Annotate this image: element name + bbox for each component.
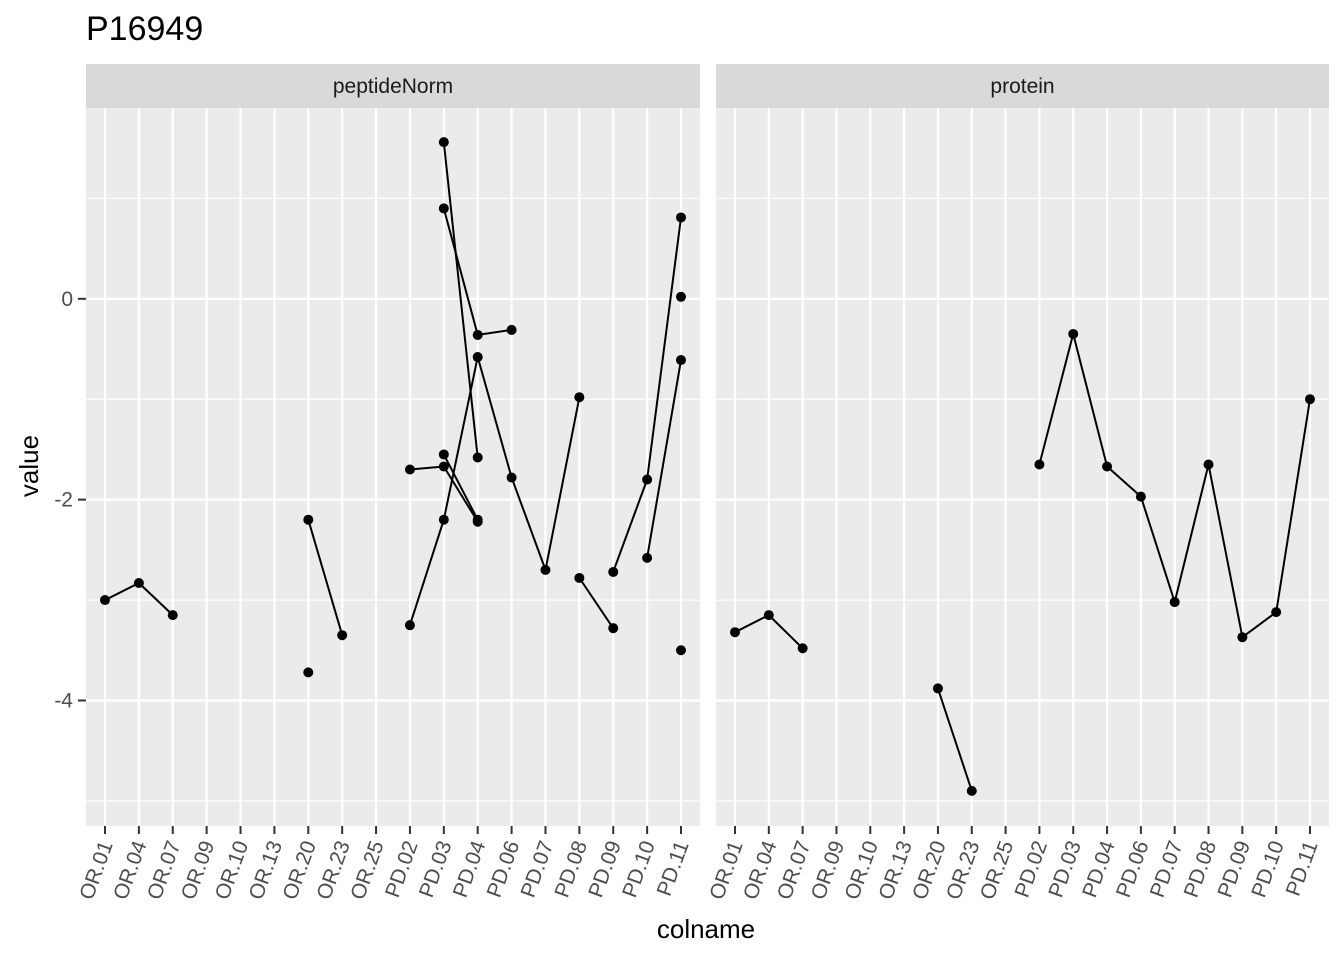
series-line (646, 359, 682, 559)
data-point (438, 203, 449, 214)
data-point (472, 514, 483, 525)
data-point (540, 564, 551, 575)
series-line (442, 453, 479, 521)
facet-strip-label: protein (990, 75, 1054, 98)
data-point (472, 352, 483, 363)
panel-background (716, 108, 1329, 826)
facet-panels: peptideNorm protein (86, 64, 1329, 826)
data-point (1135, 491, 1146, 502)
data-point (438, 461, 449, 472)
data-point (608, 566, 619, 577)
data-point (676, 355, 686, 366)
data-point (506, 324, 517, 335)
data-point (932, 683, 943, 694)
data-point (574, 572, 585, 583)
data-point (438, 137, 449, 148)
y-tick-label: -4 (54, 689, 73, 712)
data-point (1271, 607, 1282, 618)
y-tick-label: -2 (54, 489, 73, 512)
data-point (1102, 461, 1113, 472)
data-point (303, 514, 314, 525)
series-line (307, 519, 344, 636)
data-point (1034, 459, 1045, 470)
y-tick-label: 0 (61, 288, 73, 311)
data-point (676, 645, 686, 656)
data-point (676, 212, 686, 223)
data-point (1203, 459, 1214, 470)
data-point (404, 464, 415, 475)
chart-title: P16949 (86, 10, 203, 48)
facet-strip (716, 64, 1329, 108)
data-point (472, 329, 483, 340)
panel-background (86, 108, 700, 826)
data-point (133, 577, 144, 588)
data-point (676, 291, 686, 302)
data-point (337, 630, 348, 641)
data-point (1068, 328, 1079, 339)
data-point (100, 595, 110, 606)
series-line (442, 141, 479, 458)
data-point (167, 610, 178, 621)
data-point (472, 452, 483, 463)
x-axes: OR.01OR.04OR.07OR.09OR.10OR.13OR.20OR.23… (75, 826, 1323, 903)
data-point (1237, 632, 1248, 643)
series-line (408, 356, 581, 626)
data-point (642, 552, 653, 563)
data-point (404, 620, 415, 631)
data-point (574, 392, 585, 403)
panel-protein: protein (716, 64, 1329, 826)
data-point (438, 449, 449, 460)
data-point (642, 474, 653, 485)
data-point (303, 667, 314, 678)
data-point (797, 643, 808, 654)
data-point (506, 472, 517, 483)
data-point (1169, 597, 1180, 608)
data-point (438, 514, 449, 525)
data-point (730, 627, 740, 638)
x-axis-title: colname (657, 914, 755, 944)
data-point (608, 623, 619, 634)
y-axis-title: value (14, 435, 44, 497)
facet-strip-label: peptideNorm (333, 75, 453, 98)
data-point (1305, 394, 1315, 405)
panel-peptideNorm: peptideNorm (86, 64, 700, 826)
y-axis: -4 -2 0 (54, 288, 86, 712)
series-line (936, 688, 973, 792)
data-point (763, 610, 774, 621)
series-line (578, 577, 615, 629)
facet-strip (86, 64, 700, 108)
data-point (966, 785, 977, 796)
